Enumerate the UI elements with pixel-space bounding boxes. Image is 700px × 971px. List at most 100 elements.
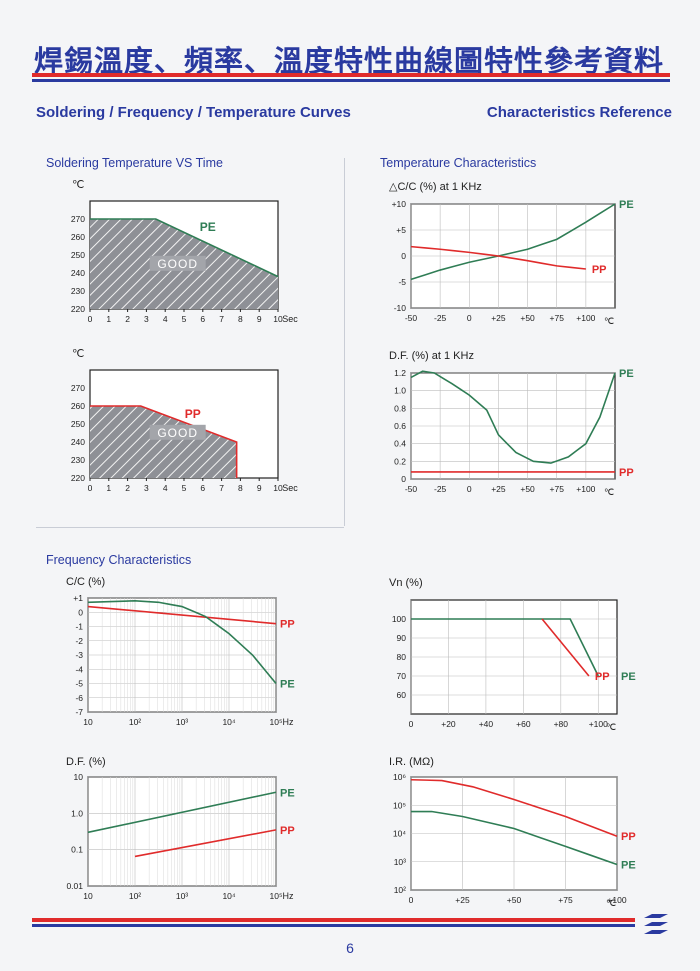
x-tick-label: 0 (409, 895, 414, 905)
x-tick-label: 1 (106, 314, 111, 324)
x-tick-label: 10⁵ (270, 717, 283, 727)
series-line-pe (410, 370, 616, 464)
x-tick-label: 0 (88, 314, 93, 324)
reference-title-chinese: 特性參考資料 (483, 44, 664, 78)
y-tick-label: 10² (394, 885, 406, 895)
x-tick-label: +75 (558, 895, 573, 905)
chart-title: C/C (%) (66, 576, 105, 588)
series-line-pp (134, 829, 277, 858)
y-tick-label: 0 (401, 474, 406, 484)
y-tick-label: -5 (398, 277, 406, 287)
x-axis-label: ℃ (606, 722, 616, 732)
chart-solder_pe: ℃ 0 1 2 3 4 5 6 7 8 9 10 220 230 240 250 260 270 Sec GOOD PE (71, 179, 298, 324)
chart-temp_cap: △C/C (%) at 1 KHz-50 -25 0 +25 +50 +75 +100-10… (389, 181, 634, 326)
series-label-pe: PE (280, 679, 295, 691)
x-tick-label: 10 (273, 483, 283, 493)
y-tick-label: -6 (75, 693, 83, 703)
y-tick-label: 250 (71, 419, 85, 429)
x-tick-label: 6 (200, 314, 205, 324)
series-line-pe (90, 218, 279, 278)
y-tick-label: 0.1 (71, 845, 83, 855)
y-tick-label: 0.6 (394, 421, 406, 431)
x-tick-label: +40 (479, 719, 494, 729)
x-tick-label: 10² (129, 717, 141, 727)
x-tick-label: 8 (238, 314, 243, 324)
vertical-divider (344, 158, 345, 526)
x-tick-label: +60 (516, 719, 531, 729)
series-line-pp (410, 245, 586, 270)
series-line-pe (87, 791, 277, 834)
x-tick-label: +75 (550, 313, 565, 323)
page-number: 6 (346, 940, 354, 956)
y-tick-label: 240 (71, 437, 85, 447)
chart-freq_cap: C/C (%) 10 10² 10³ 10⁴ 10⁵ -7 -6 -5 -4 -3 -2 -1 0 +1 Hz… (66, 576, 295, 727)
x-tick-label: 9 (257, 314, 262, 324)
x-tick-label: +80 (554, 719, 569, 729)
y-tick-label: -1 (75, 622, 83, 632)
x-axis-label: Hz (283, 891, 294, 901)
x-tick-label: 4 (163, 314, 168, 324)
x-tick-label: +100 (576, 484, 595, 494)
x-tick-label: +20 (441, 719, 456, 729)
x-tick-label: 5 (182, 483, 187, 493)
series-line-pp (410, 778, 618, 837)
y-tick-label: -7 (75, 707, 83, 717)
section-title-frequency: Frequency Characteristics (46, 553, 192, 567)
y-tick-label: -3 (75, 650, 83, 660)
x-tick-label: 10² (129, 891, 141, 901)
x-tick-label: 2 (125, 314, 130, 324)
series-label-pp: PP (595, 671, 610, 683)
horizontal-divider (36, 527, 344, 528)
x-tick-label: 9 (257, 483, 262, 493)
x-tick-label: +50 (520, 484, 535, 494)
x-tick-label: 10⁴ (222, 717, 235, 727)
x-tick-label: 10 (83, 891, 93, 901)
chart-title: ℃ (72, 348, 84, 360)
y-tick-label: 0.8 (394, 403, 406, 413)
series-line-pe (411, 810, 618, 866)
y-tick-label: 260 (71, 232, 85, 242)
y-tick-label: 10³ (394, 857, 406, 867)
x-tick-label: 3 (144, 483, 149, 493)
x-tick-label: +25 (491, 484, 506, 494)
chart-solder_pp: ℃ 0 1 2 3 4 5 6 7 8 9 10 220 230 240 250 260 270 Sec GOOD PP (71, 348, 298, 493)
series-line-pe (410, 203, 616, 281)
region-label: GOOD (157, 426, 198, 440)
x-tick-label: 10 (273, 314, 283, 324)
y-tick-label: 70 (397, 671, 407, 681)
y-tick-label: 60 (397, 690, 407, 700)
x-tick-label: 5 (182, 314, 187, 324)
y-tick-label: 1.0 (71, 808, 83, 818)
x-tick-label: +50 (520, 313, 535, 323)
y-tick-label: 230 (71, 455, 85, 465)
footer-blue-rule (32, 924, 635, 927)
series-label-pp: PP (592, 264, 607, 276)
x-tick-label: +100 (607, 895, 626, 905)
series-line-pe (411, 618, 599, 677)
y-tick-label: +10 (392, 199, 407, 209)
y-tick-label: 240 (71, 268, 85, 278)
y-tick-label: 270 (71, 383, 85, 393)
y-tick-label: 10⁴ (393, 829, 406, 839)
y-tick-label: 230 (71, 286, 85, 296)
y-tick-label: 0.2 (394, 456, 406, 466)
y-tick-label: 270 (71, 214, 85, 224)
y-tick-label: -2 (75, 636, 83, 646)
x-tick-label: 4 (163, 483, 168, 493)
series-line-pp (90, 405, 238, 478)
y-tick-label: 220 (71, 304, 85, 314)
series-label-pe: PE (619, 199, 634, 211)
chart-title: Vn (%) (389, 577, 423, 589)
x-tick-label: 8 (238, 483, 243, 493)
section-title-soldering: Soldering Temperature VS Time (46, 156, 223, 170)
x-tick-label: +75 (550, 484, 565, 494)
x-tick-label: -50 (405, 313, 418, 323)
y-tick-label: 80 (397, 652, 407, 662)
y-tick-label: +1 (73, 593, 83, 603)
x-tick-label: 0 (88, 483, 93, 493)
series-label-pe: PE (621, 671, 636, 683)
x-tick-label: 2 (125, 483, 130, 493)
x-tick-label: +100 (576, 313, 595, 323)
x-tick-label: 1 (106, 483, 111, 493)
